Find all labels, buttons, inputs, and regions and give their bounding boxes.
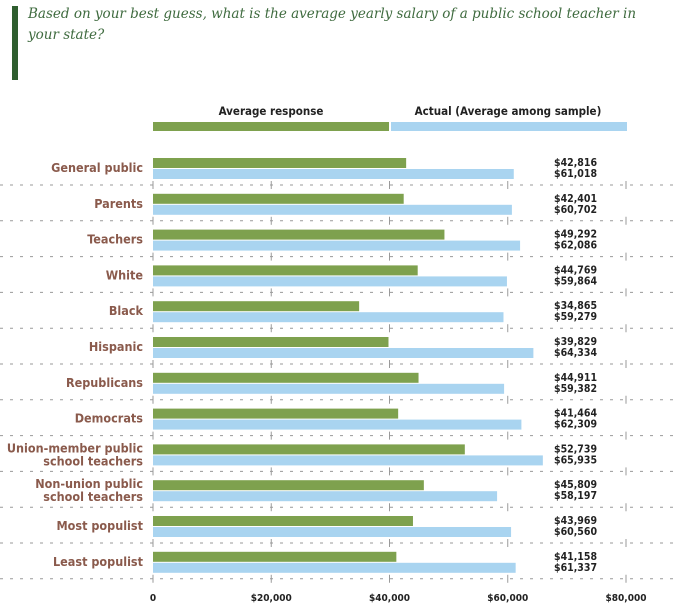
value-label-average-response: $45,809 — [554, 479, 597, 491]
value-label-actual: $62,309 — [554, 419, 597, 431]
x-tick-label: 0 — [150, 593, 156, 604]
bar-actual — [153, 276, 507, 287]
value-label-average-response: $41,158 — [554, 551, 597, 563]
bar-actual — [153, 419, 522, 430]
value-label-actual: $59,864 — [554, 275, 597, 287]
value-label-actual: $58,197 — [554, 490, 597, 502]
bar-actual — [153, 312, 504, 323]
category-label: Parents — [94, 196, 143, 211]
value-label-actual: $59,382 — [554, 383, 597, 395]
value-label-average-response: $42,816 — [554, 157, 597, 169]
category-label: Black — [109, 303, 144, 318]
value-label-actual: $61,337 — [554, 562, 597, 574]
accent-bar — [12, 6, 18, 80]
bar-average-response — [153, 444, 465, 455]
legend-swatch-average-response — [153, 122, 389, 131]
bar-average-response — [153, 480, 424, 491]
x-tick-label: $60,000 — [487, 593, 528, 604]
value-label-average-response: $41,464 — [554, 408, 597, 420]
value-label-average-response: $43,969 — [554, 515, 597, 527]
category-label: Most populist — [56, 518, 143, 533]
bar-actual — [153, 383, 505, 394]
value-label-actual: $59,279 — [554, 311, 597, 323]
bar-average-response — [153, 551, 397, 562]
value-label-actual: $64,334 — [554, 347, 597, 359]
category-label: Union-member public school teachers — [7, 440, 143, 468]
category-label: Democrats — [75, 411, 144, 426]
bar-actual — [153, 527, 512, 537]
legend-label-actual: Actual (Average among sample) — [415, 104, 602, 118]
value-label-actual: $65,935 — [554, 454, 597, 466]
bar-actual — [153, 491, 498, 502]
value-label-average-response: $52,739 — [554, 443, 597, 455]
bar-actual — [153, 455, 543, 466]
category-label: White — [106, 267, 144, 282]
value-label-average-response: $42,401 — [554, 193, 597, 205]
category-label: Hispanic — [89, 339, 143, 354]
bar-average-response — [153, 408, 399, 419]
bar-actual — [153, 348, 534, 358]
bar-average-response — [153, 265, 418, 276]
bar-average-response — [153, 229, 445, 240]
legend-label-average-response: Average response — [219, 104, 324, 118]
bar-actual — [153, 204, 512, 215]
category-label: General public — [51, 160, 143, 175]
legend-swatch-actual — [391, 122, 627, 131]
bar-average-response — [153, 193, 404, 204]
category-label: Non-union public school teachers — [35, 476, 143, 504]
bar-actual — [153, 169, 514, 179]
value-label-actual: $61,018 — [554, 168, 597, 180]
value-label-actual: $62,086 — [554, 240, 597, 252]
value-label-average-response: $44,911 — [554, 372, 597, 384]
value-label-average-response: $39,829 — [554, 336, 597, 348]
bar-average-response — [153, 337, 389, 347]
bar-average-response — [153, 158, 407, 168]
bar-average-response — [153, 516, 413, 526]
bar-average-response — [153, 372, 419, 383]
category-label: Least populist — [53, 554, 144, 569]
bar-actual — [153, 240, 521, 251]
bar-actual — [153, 562, 516, 573]
value-label-actual: $60,560 — [554, 526, 597, 538]
x-tick-label: $80,000 — [606, 593, 647, 604]
question-text: Based on your best guess, what is the av… — [28, 6, 637, 43]
value-label-average-response: $44,769 — [554, 264, 597, 276]
x-tick-label: $40,000 — [369, 593, 410, 604]
value-label-average-response: $34,865 — [554, 300, 597, 312]
category-label: Republicans — [66, 375, 143, 390]
x-tick-label: $20,000 — [251, 593, 292, 604]
value-label-average-response: $49,292 — [554, 229, 597, 241]
value-label-actual: $60,702 — [554, 204, 597, 216]
category-label: Teachers — [87, 232, 143, 247]
bar-average-response — [153, 301, 360, 312]
